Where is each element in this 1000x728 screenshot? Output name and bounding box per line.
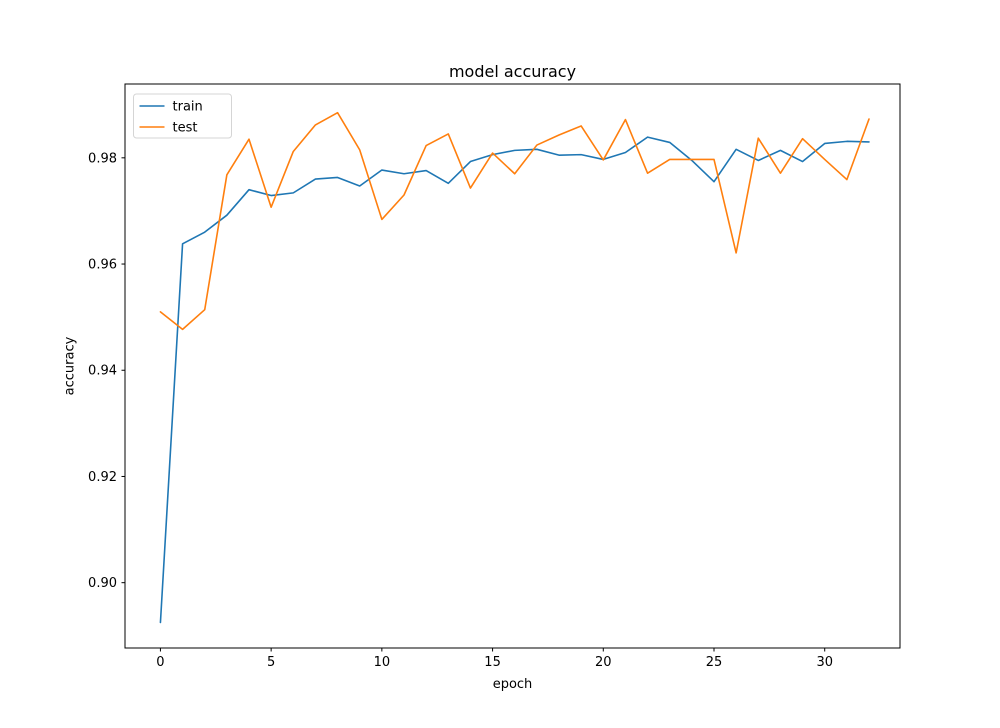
x-tick-label: 10 — [374, 655, 391, 670]
plot-border — [124, 83, 901, 649]
x-tick-label: 15 — [484, 655, 501, 670]
x-tick-label: 25 — [706, 655, 723, 670]
y-tick-label: 0.92 — [88, 470, 117, 485]
chart-title: model accuracy — [448, 62, 577, 81]
y-tick-label: 0.90 — [88, 576, 117, 591]
legend-label-test: test — [173, 121, 198, 136]
x-tick-label: 20 — [595, 655, 612, 670]
y-tick-label: 0.98 — [88, 151, 117, 166]
x-tick-label: 5 — [267, 655, 275, 670]
y-tick-label: 0.96 — [88, 258, 117, 273]
test-line — [159, 111, 870, 331]
train-line — [159, 136, 870, 624]
x-tick-label: 30 — [816, 655, 833, 670]
x-tick-label: 0 — [156, 655, 164, 670]
legend-label-train: train — [173, 100, 203, 115]
y-axis-label: accuracy — [62, 336, 78, 396]
x-axis-label: epoch — [492, 677, 533, 692]
y-tick-label: 0.94 — [88, 364, 117, 379]
